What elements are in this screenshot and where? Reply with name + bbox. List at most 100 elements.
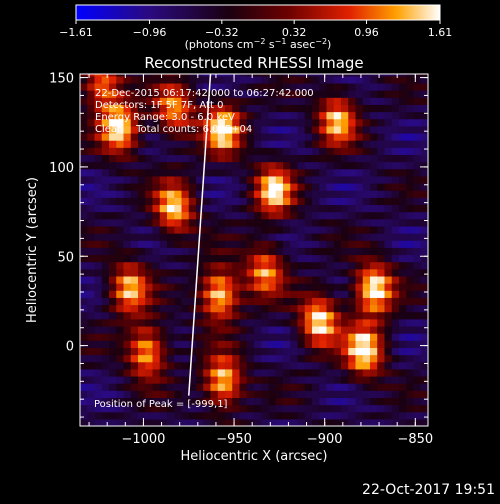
heatmap-cell xyxy=(239,325,248,334)
heatmap-cell xyxy=(384,190,393,198)
heatmap-cell xyxy=(94,354,103,363)
heatmap-cell xyxy=(87,325,96,334)
heatmap-cell xyxy=(123,304,132,313)
heatmap-cell xyxy=(384,290,393,298)
heatmap-cell xyxy=(203,347,212,356)
heatmap-cell xyxy=(377,74,386,77)
heatmap-cell xyxy=(232,175,241,184)
heatmap-cell xyxy=(203,182,212,191)
heatmap-cell xyxy=(391,218,400,227)
heatmap-cell xyxy=(210,375,219,384)
heatmap-cell xyxy=(341,225,349,234)
heatmap-cell xyxy=(167,311,175,320)
heatmap-cell xyxy=(196,240,204,248)
heatmap-cell xyxy=(297,211,306,220)
heatmap-cell xyxy=(116,304,125,313)
heatmap-cell xyxy=(130,261,139,270)
heatmap-cell xyxy=(283,182,291,191)
heatmap-cell xyxy=(348,304,357,313)
heatmap-cell xyxy=(391,411,400,420)
heatmap-cell xyxy=(290,268,299,277)
heatmap-cell xyxy=(159,297,168,306)
heatmap-cell xyxy=(283,275,291,284)
heatmap-cell xyxy=(370,290,378,298)
heatmap-cell xyxy=(87,411,96,420)
heatmap-cell xyxy=(304,147,313,156)
heatmap-cell xyxy=(333,383,342,391)
heatmap-cell xyxy=(377,175,386,184)
heatmap-cell xyxy=(87,154,96,163)
heatmap-cell xyxy=(196,333,204,341)
heatmap-cell xyxy=(399,218,407,227)
heatmap-cell xyxy=(268,275,277,284)
heatmap-cell xyxy=(94,90,103,98)
heatmap-cell xyxy=(391,104,400,113)
heatmap-cell xyxy=(203,74,212,77)
heatmap-cell xyxy=(319,225,328,234)
heatmap-cell xyxy=(167,82,175,91)
heatmap-cell xyxy=(370,161,378,170)
heatmap-cell xyxy=(159,261,168,270)
heatmap-cell xyxy=(261,104,270,113)
heatmap-cell xyxy=(174,147,183,156)
heatmap-cell xyxy=(225,211,233,220)
colorbar-tick-label: 0.96 xyxy=(354,26,379,39)
heatmap-cell xyxy=(268,161,277,170)
heatmap-cell xyxy=(304,404,313,413)
heatmap-cell xyxy=(239,132,248,141)
heatmap-cell xyxy=(203,297,212,306)
heatmap-cell xyxy=(297,375,306,384)
heatmap-cell xyxy=(348,154,357,163)
heatmap-cell xyxy=(290,247,299,256)
heatmap-cell xyxy=(159,290,168,298)
heatmap-cell xyxy=(116,354,125,363)
heatmap-cell xyxy=(333,254,342,263)
heatmap-cell xyxy=(87,311,96,320)
colorbar-ticks: −1.61 −0.96 −0.32 0.32 0.96 1.61 xyxy=(59,20,452,39)
heatmap-cell xyxy=(210,347,219,356)
heatmap-cell xyxy=(217,82,226,91)
heatmap-cell xyxy=(413,275,422,284)
heatmap-cell xyxy=(109,383,117,391)
heatmap-cell xyxy=(341,240,349,248)
heatmap-cell xyxy=(232,190,241,198)
heatmap-cell xyxy=(116,161,125,170)
heatmap-cell xyxy=(304,411,313,420)
heatmap-cell xyxy=(304,390,313,399)
heatmap-cell xyxy=(391,383,400,391)
heatmap-cell xyxy=(413,383,422,391)
y-tick-label: 50 xyxy=(57,250,74,265)
heatmap-cell xyxy=(181,368,190,377)
heatmap-cell xyxy=(333,411,342,420)
heatmap-cell xyxy=(87,190,96,198)
heatmap-cell xyxy=(406,290,415,298)
heatmap-cell xyxy=(225,283,233,291)
heatmap-cell xyxy=(362,375,371,384)
heatmap-cell xyxy=(290,297,299,306)
heatmap-cell xyxy=(362,383,371,391)
heatmap-cell xyxy=(188,304,197,313)
heatmap-cell xyxy=(94,297,103,306)
heatmap-cell xyxy=(101,218,110,227)
heatmap-cell xyxy=(312,175,320,184)
heatmap-cell xyxy=(268,304,277,313)
heatmap-cell xyxy=(312,204,320,213)
heatmap-cell xyxy=(101,375,110,384)
heatmap-cell xyxy=(109,297,117,306)
heatmap-cell xyxy=(246,154,255,163)
heatmap-cell xyxy=(101,304,110,313)
heatmap-cell xyxy=(123,275,132,284)
heatmap-cell xyxy=(348,190,357,198)
heatmap-cell xyxy=(420,333,428,341)
heatmap-cell xyxy=(275,340,284,348)
heatmap-cell xyxy=(413,204,422,213)
heatmap-cell xyxy=(261,218,270,227)
heatmap-cell xyxy=(254,240,262,248)
heatmap-cell xyxy=(116,368,125,377)
heatmap-cell xyxy=(268,147,277,156)
heatmap-cell xyxy=(196,361,204,370)
heatmap-cell xyxy=(174,218,183,227)
heatmap-cell xyxy=(152,125,161,134)
heatmap-cell xyxy=(225,304,233,313)
heatmap-cell xyxy=(275,74,284,77)
